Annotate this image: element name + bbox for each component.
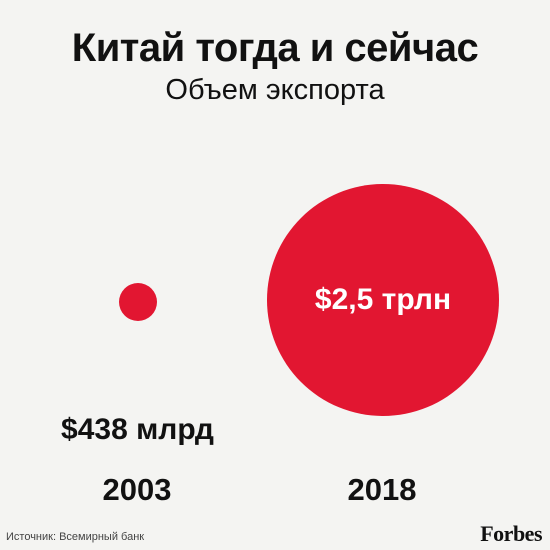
year-label-2003: 2003 — [102, 472, 172, 507]
forbes-logo: Forbes — [480, 521, 542, 546]
value-label-2003: $438 млрд — [61, 413, 214, 446]
value-label-2018: $2,5 трлн — [314, 283, 452, 316]
source-note: Источник: Всемирный банк — [6, 531, 145, 543]
year-label-2018: 2018 — [347, 472, 417, 507]
bubble-2018: $2,5 трлн — [267, 184, 499, 416]
chart-subtitle: Объем экспорта — [165, 74, 385, 106]
bubble-2003 — [119, 283, 157, 321]
chart-title: Китай тогда и сейчас — [71, 26, 479, 70]
